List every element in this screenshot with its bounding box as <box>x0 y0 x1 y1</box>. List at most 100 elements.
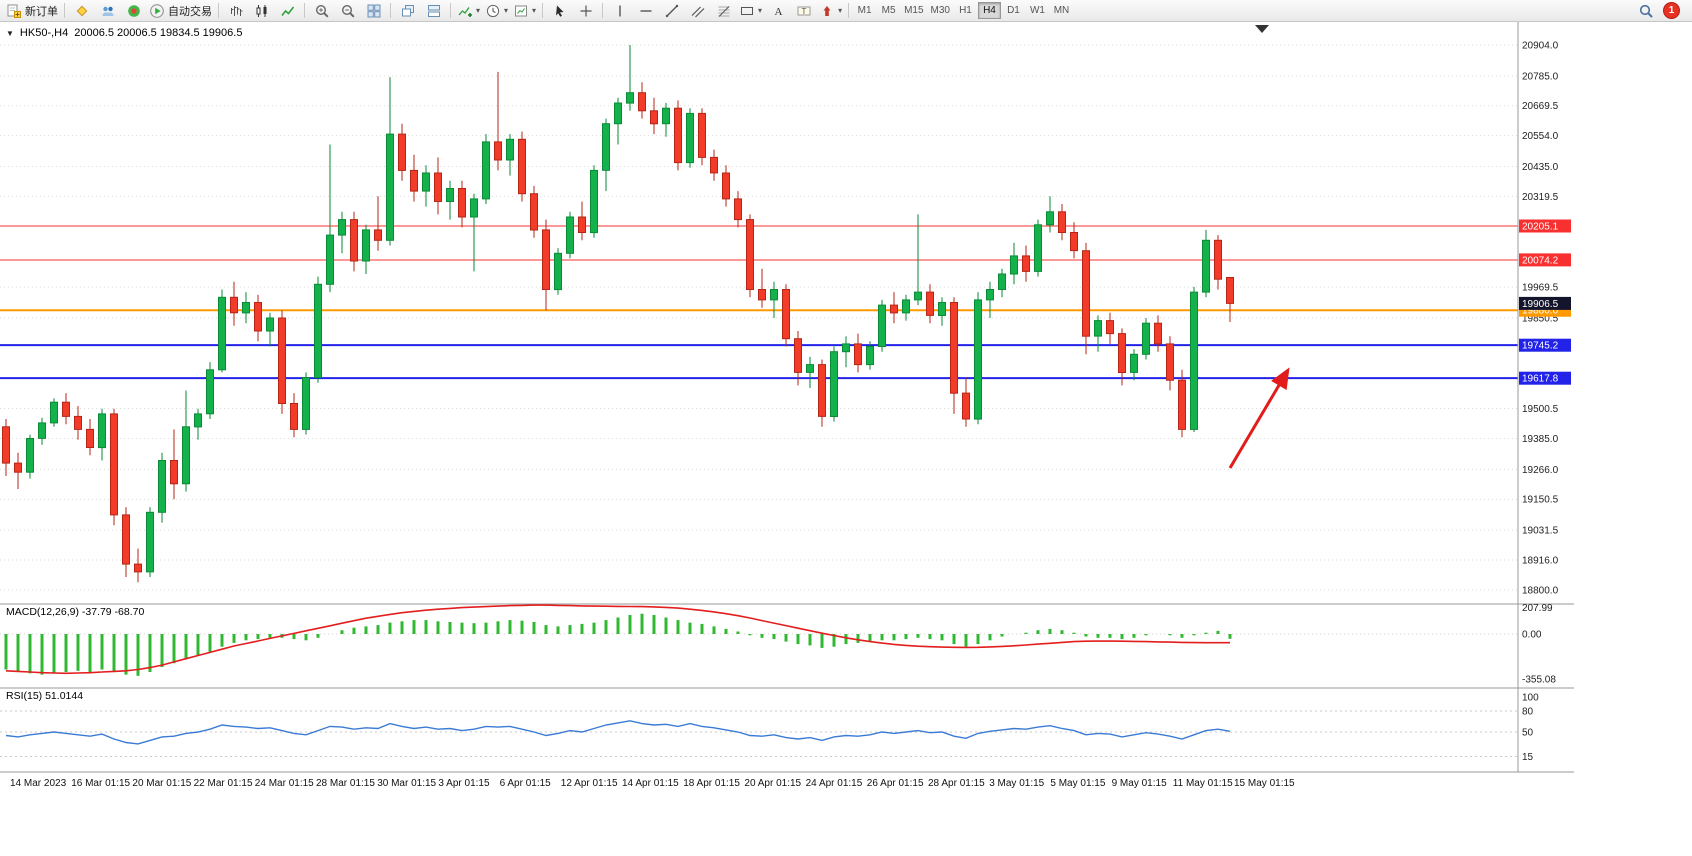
candlestick-chart-icon <box>256 4 266 17</box>
new-order-label: 新订单 <box>25 5 58 18</box>
text-icon: A <box>774 6 782 18</box>
price-axis-tick: 19150.5 <box>1522 495 1559 506</box>
community-icon <box>102 6 113 16</box>
price-axis: 20904.0 20785.0 20669.5 20554.0 20435.0 20319… <box>1519 41 1571 597</box>
toolbar-separator <box>390 3 391 18</box>
dropdown-caret-icon: ▾ <box>532 5 537 15</box>
line-chart-button[interactable] <box>275 1 300 21</box>
price-level-badge[interactable] <box>1519 296 1571 310</box>
label-icon: T <box>797 6 811 15</box>
dropdown-caret-icon: ▾ <box>758 5 763 15</box>
timeframe-button-m5[interactable]: M5 <box>881 5 896 16</box>
date-axis-label: 28 Apr 01:15 <box>928 778 985 789</box>
price-level-badge[interactable] <box>1519 371 1571 385</box>
date-axis-label: 3 Apr 01:15 <box>438 778 490 789</box>
price-axis-tick: 20904.0 <box>1522 41 1559 52</box>
toolbar-separator <box>542 3 544 18</box>
fibonacci-tool[interactable] <box>711 1 736 21</box>
indicators-icon <box>458 6 472 17</box>
price-level-badge[interactable] <box>1519 219 1571 233</box>
date-axis-label: 14 Mar 2023 <box>10 778 67 789</box>
autotrade-button[interactable]: 自动交易 <box>147 1 214 21</box>
level-lines[interactable] <box>0 225 1518 380</box>
price-axis-tick: 20669.5 <box>1522 101 1559 112</box>
new-order-button[interactable]: 新订单 <box>4 1 60 21</box>
zoom-in-button[interactable] <box>309 1 334 21</box>
price-level-badge-label: 20205.1 <box>1522 222 1559 233</box>
shapes-icon <box>741 6 754 15</box>
periods-dropdown[interactable]: ▾ <box>483 1 510 21</box>
vertical-line-tool[interactable] <box>607 1 632 21</box>
arrange-windows-button[interactable] <box>421 1 446 21</box>
price-axis-tick: 20785.0 <box>1522 71 1559 82</box>
cursor-icon <box>555 5 564 17</box>
svg-text:A: A <box>774 6 782 18</box>
arrow-marker-icon <box>823 5 831 16</box>
arrows-tool[interactable]: ▾ <box>817 1 844 21</box>
notification-badge[interactable]: 1 <box>1663 2 1680 19</box>
date-axis-label: 18 Apr 01:15 <box>683 778 740 789</box>
channel-tool[interactable] <box>685 1 710 21</box>
zoom-in-icon <box>315 4 329 18</box>
timeframe-button-mn[interactable]: MN <box>1053 5 1070 16</box>
shapes-tool[interactable]: ▾ <box>737 1 764 21</box>
crosshair-icon <box>580 5 592 16</box>
date-axis-label: 22 Mar 01:15 <box>194 778 253 789</box>
metaeditor-button[interactable] <box>69 1 94 21</box>
fibonacci-icon <box>718 5 730 17</box>
symbol-expand-icon[interactable]: ▼ <box>6 28 14 38</box>
timeframe-button-m30[interactable]: M30 <box>930 5 950 16</box>
cursor-tool-button[interactable] <box>547 1 572 21</box>
toolbar-separator <box>602 3 604 18</box>
text-tool[interactable]: A <box>765 1 790 21</box>
toolbar-separator <box>848 3 850 18</box>
timeframe-button-d1[interactable]: D1 <box>1007 5 1020 16</box>
timeframe-button-m1[interactable]: M1 <box>857 5 872 16</box>
indicators-dropdown[interactable]: ▾ <box>455 1 482 21</box>
price-level-badge[interactable] <box>1519 338 1571 352</box>
date-axis-label: 28 Mar 01:15 <box>316 778 375 789</box>
price-axis-tick: 20319.5 <box>1522 192 1559 203</box>
chart-ohlc-values: 20006.5 20006.5 19834.5 19906.5 <box>74 27 243 39</box>
price-axis-tick: 19266.0 <box>1522 465 1559 476</box>
crosshair-tool-button[interactable] <box>573 1 598 21</box>
cascade-windows-button[interactable] <box>395 1 420 21</box>
bar-chart-button[interactable] <box>223 1 248 21</box>
search-button[interactable] <box>1633 1 1658 21</box>
timeframe-button-m15[interactable]: M15 <box>904 5 924 16</box>
price-axis-tick: 20435.0 <box>1522 162 1559 173</box>
candlestick-chart-button[interactable] <box>249 1 274 21</box>
macd-signal-line <box>5 604 1230 675</box>
label-tool[interactable]: T <box>791 1 816 21</box>
price-axis-tick: 19850.5 <box>1522 313 1559 324</box>
trendline-tool[interactable] <box>659 1 684 21</box>
bar-chart-icon <box>230 5 242 16</box>
search-icon <box>1639 4 1653 18</box>
templates-dropdown[interactable]: ▾ <box>511 1 538 21</box>
timeframe-button-h1[interactable]: H1 <box>959 5 972 16</box>
timeframe-button-w1[interactable]: W1 <box>1029 5 1045 16</box>
autotrade-play-icon <box>150 3 164 18</box>
marketplace-button[interactable] <box>121 1 146 21</box>
dropdown-caret-icon: ▾ <box>504 5 509 15</box>
timeframe-button-h4[interactable]: H4 <box>977 2 1001 19</box>
line-chart-icon <box>280 6 294 16</box>
channel-icon <box>691 6 704 17</box>
zoom-out-button[interactable] <box>335 1 360 21</box>
horizontal-line-tool[interactable] <box>633 1 658 21</box>
price-axis-tick: 19969.5 <box>1522 283 1559 294</box>
macd-axis-tick: 0.00 <box>1522 630 1542 641</box>
dropdown-caret-icon: ▾ <box>838 5 843 15</box>
autotrade-label: 自动交易 <box>168 5 212 18</box>
tile-windows-button[interactable] <box>361 1 386 21</box>
horizontal-line-icon <box>640 9 652 12</box>
toolbar-separator <box>304 3 305 18</box>
community-button[interactable] <box>95 1 120 21</box>
price-level-badge[interactable] <box>1519 253 1571 267</box>
price-axis-tick: 18916.0 <box>1522 556 1559 567</box>
price-axis-tick: 19500.5 <box>1522 404 1559 415</box>
chart-symbol-period: HK50-,H4 <box>19 27 69 39</box>
trend-arrow-annotation[interactable] <box>1228 367 1290 469</box>
metaeditor-icon <box>76 5 87 16</box>
